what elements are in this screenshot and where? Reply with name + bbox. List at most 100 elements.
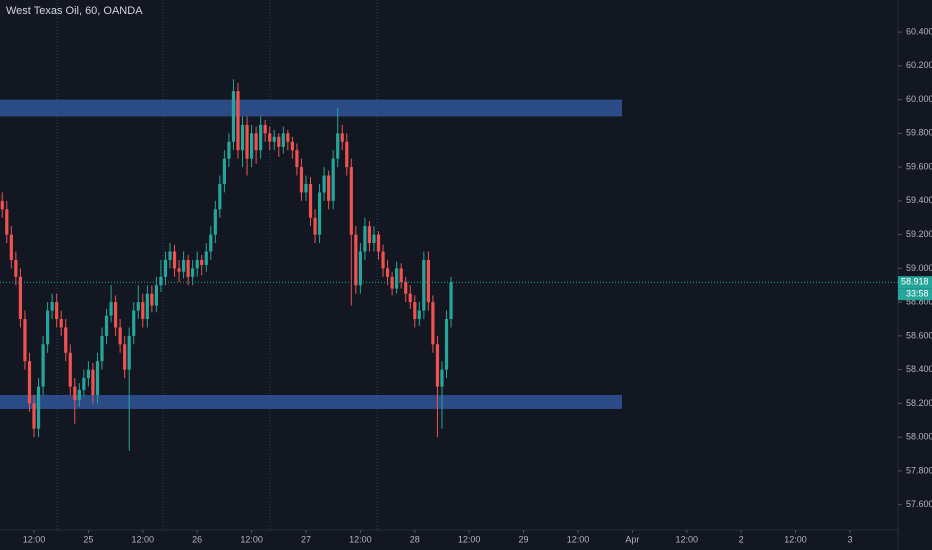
candle-body xyxy=(363,226,367,252)
candle-body xyxy=(172,251,177,269)
candle-body xyxy=(440,369,444,387)
y-tick-label: 58.800 xyxy=(906,297,932,307)
candle-body xyxy=(390,276,394,289)
candle-body xyxy=(213,209,217,235)
candle-body xyxy=(132,310,136,336)
candle-body xyxy=(9,234,13,260)
y-tick-label: 58.200 xyxy=(906,398,932,408)
candle-body xyxy=(413,302,417,320)
candle-body xyxy=(254,133,258,151)
candle-body xyxy=(268,133,272,142)
x-tick-label: 2 xyxy=(739,534,744,544)
candle-body xyxy=(322,175,326,193)
x-tick-label: 29 xyxy=(519,534,529,544)
candle-body xyxy=(304,183,308,193)
y-tick-label: 59.800 xyxy=(906,128,932,138)
x-tick-label: 12:00 xyxy=(567,534,590,544)
candle-body xyxy=(340,133,344,142)
candle-body xyxy=(27,361,32,404)
x-tick-label: 12:00 xyxy=(458,534,481,544)
candle-body xyxy=(163,259,168,277)
candle-body xyxy=(331,158,335,201)
candle-body xyxy=(118,327,122,345)
candle-body xyxy=(209,234,213,252)
x-tick-label: Apr xyxy=(625,534,639,544)
candle-body xyxy=(204,251,208,265)
candle-body xyxy=(104,315,109,336)
y-tick-label: 60.200 xyxy=(906,60,932,70)
candle-body xyxy=(431,302,435,345)
candle-body xyxy=(150,293,154,306)
y-tick-label: 58.400 xyxy=(906,364,932,374)
candle-body xyxy=(286,133,290,142)
x-tick-label: 12:00 xyxy=(675,534,698,544)
zone xyxy=(0,394,622,409)
y-tick-label: 59.600 xyxy=(906,161,932,171)
candle-body xyxy=(141,302,145,320)
zone xyxy=(0,99,622,117)
candle-body xyxy=(123,344,127,370)
candle-body xyxy=(136,302,140,311)
candle-body xyxy=(100,335,104,362)
candle-body xyxy=(422,259,426,311)
candle-body xyxy=(218,183,222,210)
candle-body xyxy=(227,141,231,159)
last-price-label: 58.918 xyxy=(901,277,929,287)
candle-body xyxy=(64,327,68,353)
y-tick-label: 57.600 xyxy=(906,499,932,509)
candle-body xyxy=(50,302,54,311)
candle-body xyxy=(68,352,72,387)
candle-body xyxy=(317,192,322,235)
candle-body xyxy=(295,150,299,168)
candle-body xyxy=(23,319,27,362)
x-tick-label: 12:00 xyxy=(23,534,46,544)
candle-body xyxy=(14,259,18,277)
candle-body xyxy=(191,268,195,277)
x-tick-label: 12:00 xyxy=(349,534,372,544)
candle-body xyxy=(5,209,9,235)
candle-body xyxy=(399,268,403,282)
candle-body xyxy=(313,217,317,235)
candle-body xyxy=(59,319,63,328)
candle-body xyxy=(372,234,376,244)
candle-body xyxy=(95,361,100,395)
candle-body xyxy=(168,251,172,260)
y-tick-label: 58.600 xyxy=(906,330,932,340)
y-tick-label: 59.200 xyxy=(906,229,932,239)
candle-body xyxy=(249,133,254,159)
candle-body xyxy=(345,141,349,168)
candle-body xyxy=(195,259,199,269)
candle-body xyxy=(236,91,240,151)
candle-body xyxy=(159,276,163,286)
candle-body xyxy=(299,167,304,193)
candle-body xyxy=(417,310,421,320)
zones xyxy=(0,99,622,409)
candle-body xyxy=(45,310,50,345)
session-breaks xyxy=(56,0,378,530)
candle-body xyxy=(82,378,86,390)
candle-body xyxy=(91,369,95,395)
candle-body xyxy=(18,276,22,320)
candle-body xyxy=(55,302,59,320)
candle-body xyxy=(381,251,385,269)
axes: 57.600 57.800 58.000 58.200 58.400 58.600 58.8… xyxy=(0,26,932,544)
candle-body xyxy=(181,259,186,272)
y-tick-label: 60.400 xyxy=(906,26,932,36)
candle-body xyxy=(231,91,236,142)
candle-body xyxy=(240,124,245,151)
candle-body xyxy=(73,386,77,401)
candle-body xyxy=(113,302,118,328)
candle-body xyxy=(367,226,372,244)
candle-body xyxy=(435,344,440,387)
candle-body xyxy=(259,124,263,151)
candle-body xyxy=(127,335,131,370)
countdown-box xyxy=(898,288,932,301)
candle-body xyxy=(404,281,408,294)
candles xyxy=(0,79,453,451)
countdown-label: 33:58 xyxy=(906,289,929,299)
last-price-box xyxy=(898,276,932,289)
y-tick-label: 58.000 xyxy=(906,432,932,442)
candle-body xyxy=(395,268,399,289)
